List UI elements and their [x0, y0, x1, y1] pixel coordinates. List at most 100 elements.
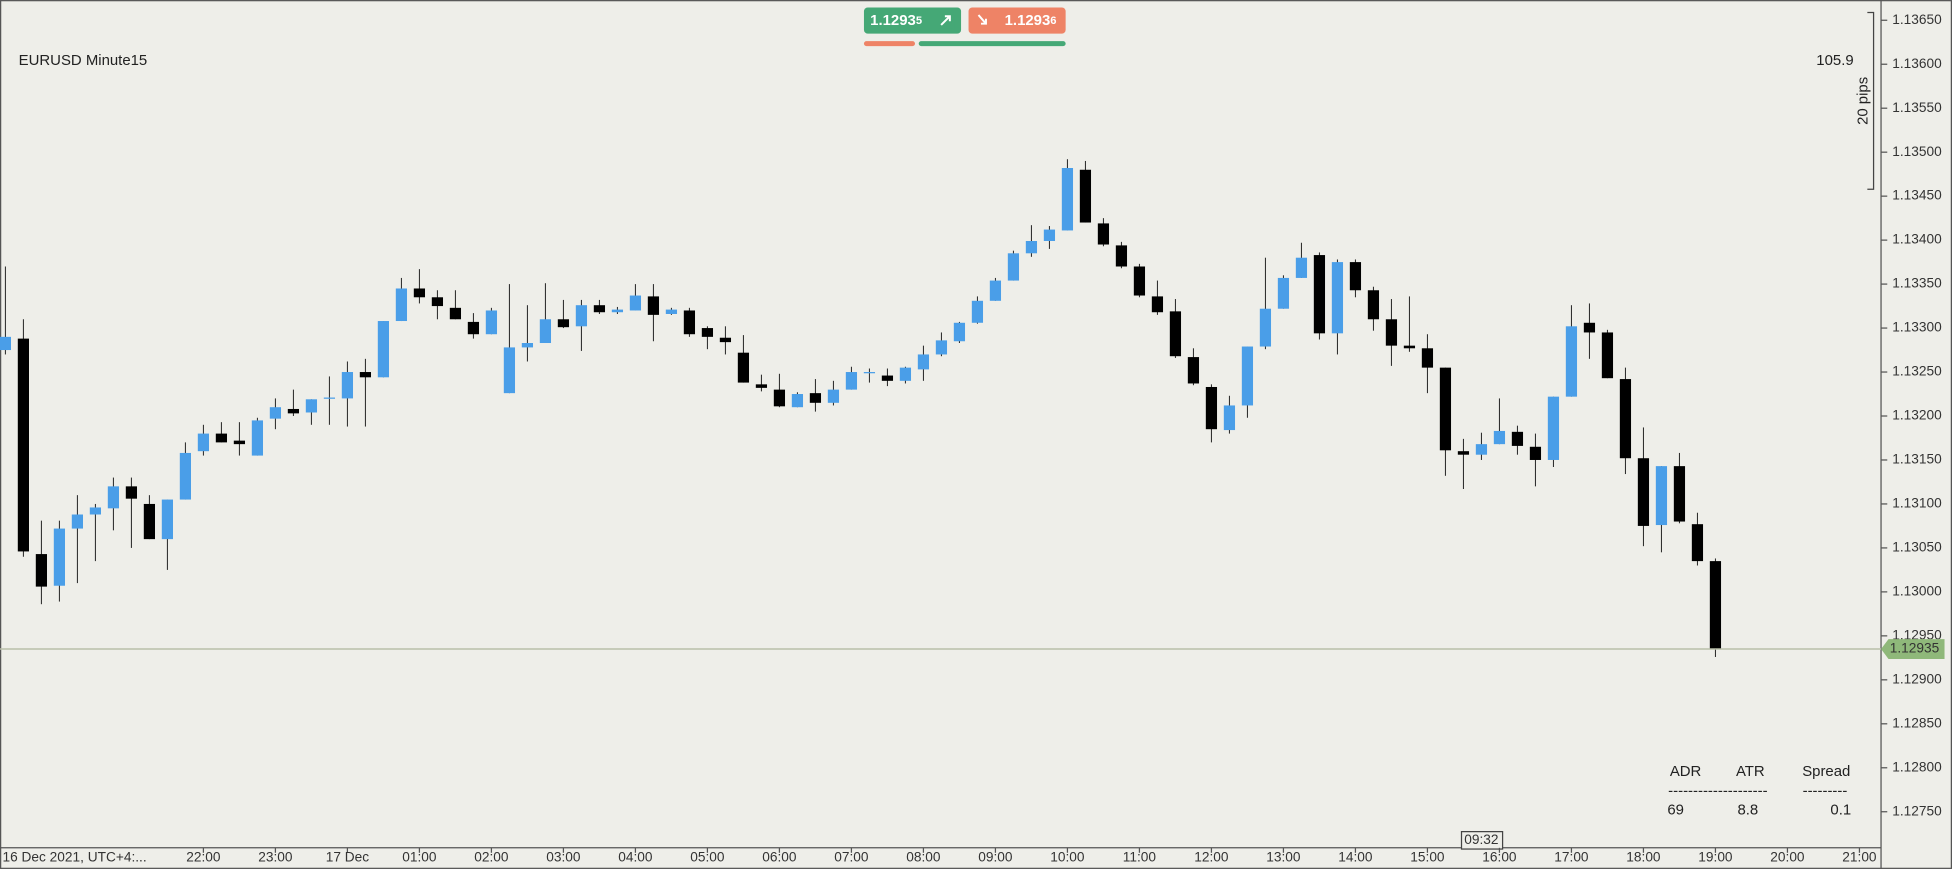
- sentiment-sell-bar: [863, 41, 915, 47]
- y-tick-label: 1.13550: [1892, 100, 1942, 115]
- candle-body: [89, 507, 102, 515]
- candle-body: [341, 372, 354, 399]
- y-tick-label: 1.13100: [1892, 496, 1942, 511]
- candle-body: [629, 295, 642, 311]
- sell-price-main: 1.1293: [870, 12, 916, 29]
- x-tick-label: 08:00: [906, 849, 941, 864]
- candle-body: [1295, 257, 1308, 278]
- candle-body: [1223, 405, 1236, 431]
- candle-body: [1583, 322, 1596, 333]
- candle-body: [1421, 348, 1434, 368]
- y-tick-label: 1.13500: [1892, 144, 1942, 159]
- candle-body: [557, 319, 570, 328]
- cursor-time-box: [1460, 831, 1504, 850]
- x-tick-label: 10:00: [1050, 849, 1085, 864]
- candle-body: [377, 321, 390, 378]
- candle-body: [917, 354, 930, 370]
- candle-body: [35, 554, 48, 587]
- stats-divider: ---------: [1803, 783, 1848, 800]
- candle-body: [1475, 444, 1488, 455]
- candles: [0, 159, 1722, 657]
- candle-body: [737, 352, 750, 383]
- candle-body: [1169, 311, 1182, 357]
- candle-body: [71, 514, 84, 529]
- stats-divider: --------------------: [1668, 783, 1767, 800]
- x-tick-label: 23:00: [258, 849, 293, 864]
- candle-body: [593, 305, 606, 313]
- buy-button[interactable]: 1.12936: [968, 7, 1066, 34]
- candle-body: [1079, 169, 1092, 223]
- buy-arrow: [977, 14, 987, 25]
- candle-body: [1529, 446, 1542, 460]
- sell-arrow: [940, 15, 951, 26]
- stats-value: 0.1: [1830, 801, 1851, 818]
- candle-body: [1331, 262, 1344, 334]
- sell-button-bg: [863, 7, 962, 34]
- x-tick-label: 19:00: [1698, 849, 1733, 864]
- candle-body: [881, 375, 894, 381]
- y-tick-label: 1.13400: [1892, 232, 1942, 247]
- candle-body: [1151, 296, 1164, 313]
- candle-body: [647, 296, 660, 315]
- candle-body: [575, 305, 588, 327]
- candle-body: [269, 407, 282, 419]
- x-tick-label: 11:00: [1123, 849, 1157, 864]
- x-tick-label: 07:00: [834, 849, 869, 864]
- x-tick-label: 17:00: [1554, 849, 1589, 864]
- candle-body: [719, 337, 732, 343]
- y-tick-label: 1.13600: [1892, 56, 1942, 71]
- candle-body: [1565, 326, 1578, 397]
- y-tick-label: 1.13650: [1892, 12, 1942, 27]
- ruler-label: 20 pips: [1855, 77, 1872, 125]
- candle-body: [773, 389, 786, 407]
- x-tick-label: 20:00: [1770, 849, 1805, 864]
- candle-body: [1025, 240, 1038, 254]
- candle-body: [161, 499, 174, 540]
- stats-header: ADR: [1670, 763, 1702, 780]
- x-tick-label: 13:00: [1266, 849, 1301, 864]
- candle-body: [863, 372, 876, 374]
- pip-ruler: [1867, 11, 1875, 190]
- candle-body: [665, 309, 678, 314]
- candle-body: [899, 367, 912, 381]
- buy-price: 1.12936: [1005, 12, 1057, 29]
- y-tick-label: 1.13200: [1892, 408, 1942, 423]
- buy-price-main: 1.1293: [1005, 12, 1051, 29]
- candle-body: [485, 310, 498, 335]
- sell-price: 1.12935: [870, 12, 922, 29]
- y-tick-label: 1.12800: [1892, 759, 1942, 774]
- candle-body: [1241, 346, 1254, 406]
- cursor-time: 09:32: [1464, 832, 1498, 847]
- candle-body: [1673, 466, 1686, 522]
- candle-body: [1511, 431, 1524, 446]
- x-tick-label: 18:00: [1626, 849, 1661, 864]
- y-tick-label: 1.13250: [1892, 364, 1942, 379]
- sell-button[interactable]: 1.12935: [863, 7, 962, 34]
- x-tick-label: 04:00: [618, 849, 653, 864]
- y-tick-label: 1.12850: [1892, 715, 1942, 730]
- candle-body: [1097, 223, 1110, 245]
- y-tick-label: 1.13300: [1892, 320, 1942, 335]
- x-tick-label: 02:00: [474, 849, 509, 864]
- candle-body: [0, 336, 12, 351]
- candle-body: [179, 452, 192, 500]
- candle-body: [1043, 229, 1056, 241]
- candle-body: [431, 297, 444, 307]
- candle-body: [1691, 524, 1704, 562]
- x-tick-label: 06:00: [762, 849, 797, 864]
- x-tick-label: 15:00: [1410, 849, 1445, 864]
- candle-body: [989, 280, 1002, 301]
- candle-body: [1007, 253, 1020, 281]
- current-price-tag: [1881, 639, 1945, 660]
- y-tick-label: 1.13150: [1892, 452, 1942, 467]
- y-tick-label: 1.13050: [1892, 540, 1942, 555]
- candle-body: [17, 338, 30, 552]
- candle-body: [359, 372, 372, 378]
- candle-body: [1655, 466, 1668, 526]
- candle-body: [827, 389, 840, 403]
- candle-body: [395, 288, 408, 322]
- candle-body: [449, 307, 462, 320]
- x-tick-label: 17 Dec: [326, 849, 370, 864]
- candle-body: [1439, 367, 1452, 451]
